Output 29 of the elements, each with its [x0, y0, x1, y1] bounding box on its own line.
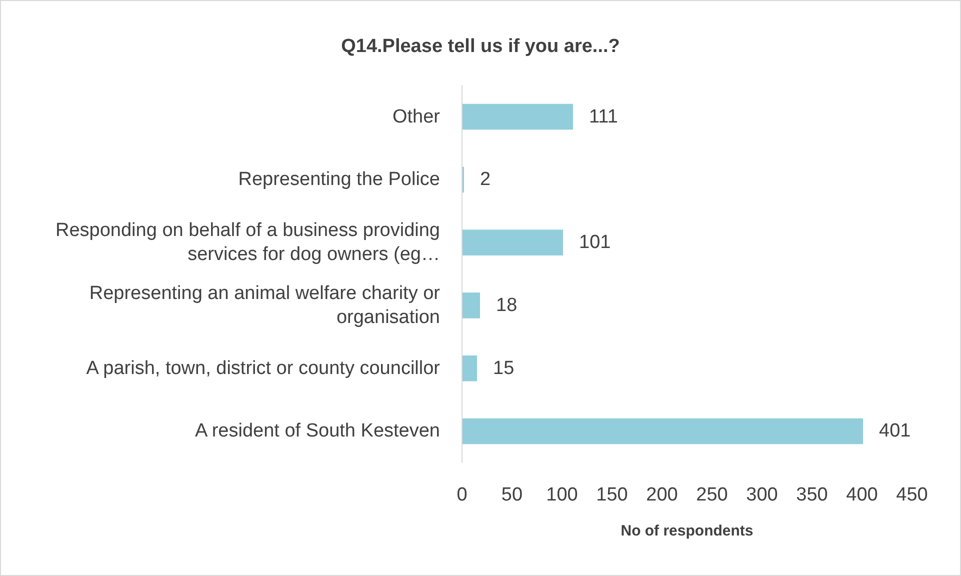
x-tick-label: 0	[456, 484, 468, 506]
bar	[462, 355, 477, 382]
data-label: 18	[496, 294, 518, 316]
chart-title: Q14.Please tell us if you are...?	[341, 36, 620, 57]
bar	[462, 292, 480, 318]
bar	[462, 230, 563, 256]
data-label: 2	[480, 169, 491, 190]
x-tick-label: 250	[696, 484, 728, 506]
x-tick-label: 50	[501, 484, 523, 506]
y-tick-label: A resident of South Kesteven	[194, 420, 440, 442]
data-label: 401	[879, 420, 911, 442]
y-tick-label: Other	[392, 106, 441, 128]
x-tick-label: 100	[546, 484, 578, 506]
y-tick-label: Responding on behalf of a business providing services for dog owners (eg…	[56, 220, 440, 266]
y-tick-label: A parish, town, district or county councillor	[86, 358, 441, 379]
x-tick-label: 150	[596, 484, 628, 506]
data-label: 111	[589, 106, 618, 128]
x-tick-label: 350	[796, 484, 828, 506]
bar	[462, 104, 573, 130]
bar	[462, 418, 863, 444]
x-tick-label: 450	[896, 484, 928, 506]
x-tick-label: 200	[646, 484, 678, 506]
y-tick-label: Representing the Police	[238, 169, 440, 190]
data-label: 15	[493, 358, 514, 379]
x-tick-label: 400	[846, 484, 878, 506]
data-label: 101	[579, 232, 611, 254]
y-tick-label: Representing an animal welfare charity or organisation	[89, 282, 441, 328]
x-tick-label: 300	[746, 484, 778, 506]
x-axis-title: No of respondents	[620, 522, 754, 540]
